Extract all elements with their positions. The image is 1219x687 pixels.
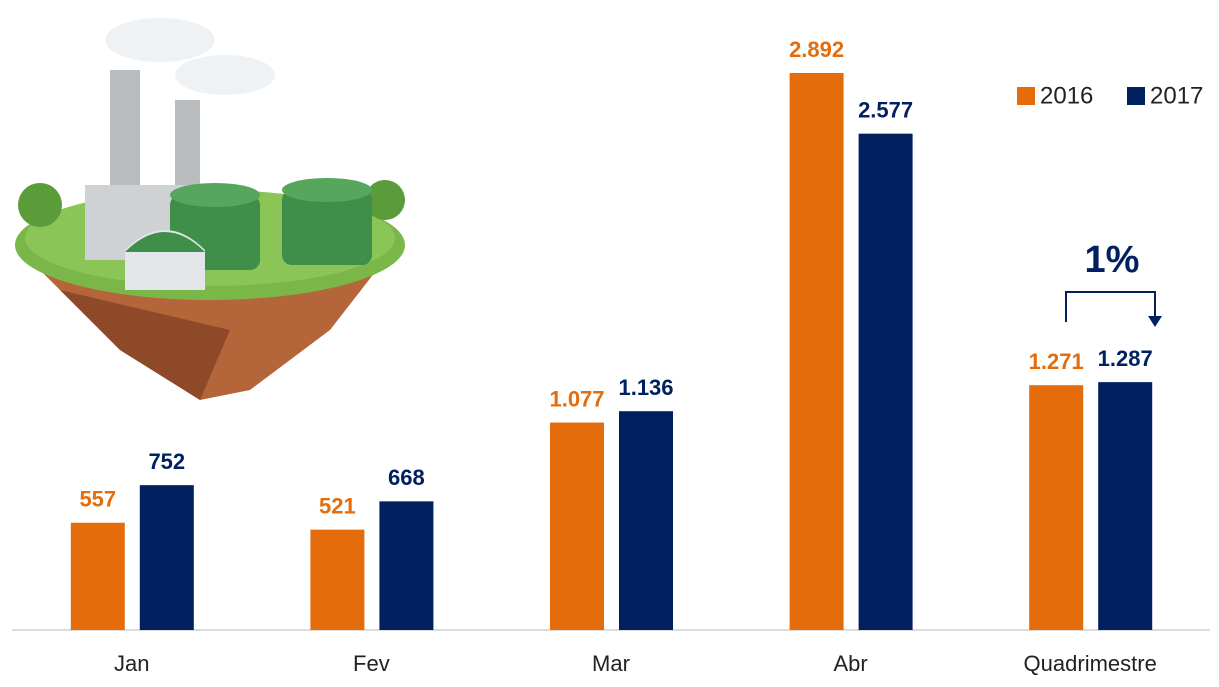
bar	[1029, 385, 1083, 630]
legend-label: 2017	[1150, 82, 1203, 109]
value-label: 521	[319, 493, 356, 518]
illustration	[15, 18, 405, 400]
value-label: 2.892	[789, 37, 844, 62]
value-label: 1.271	[1029, 349, 1084, 374]
value-label: 1.077	[549, 386, 604, 411]
bar	[859, 134, 913, 630]
bar	[619, 411, 673, 630]
bar	[140, 485, 194, 630]
legend-swatch	[1127, 87, 1145, 105]
chart: 1% Jan 557 752 Fev 521 668 Mar 1.077 1.136 Abr 2.8…	[0, 0, 1219, 687]
bar	[790, 73, 844, 630]
value-label: 2.577	[858, 97, 913, 122]
x-tick-label: Jan	[114, 651, 149, 676]
bar	[379, 501, 433, 630]
x-tick-label: Abr	[833, 651, 867, 676]
value-label: 752	[148, 449, 185, 474]
bar	[310, 530, 364, 630]
legend-label: 2016	[1040, 82, 1093, 109]
value-label: 1.136	[618, 375, 673, 400]
value-label: 1.287	[1098, 346, 1153, 371]
x-tick-label: Mar	[592, 651, 630, 676]
bar	[1098, 382, 1152, 630]
x-tick-label: Fev	[353, 651, 390, 676]
value-label: 668	[388, 465, 425, 490]
bar	[550, 423, 604, 630]
x-tick-label: Quadrimestre	[1024, 651, 1157, 676]
bar	[71, 523, 125, 630]
annotation-text: 1%	[1085, 239, 1140, 281]
annotation: 1%	[1066, 239, 1162, 327]
legend-swatch	[1017, 87, 1035, 105]
value-label: 557	[79, 487, 116, 512]
